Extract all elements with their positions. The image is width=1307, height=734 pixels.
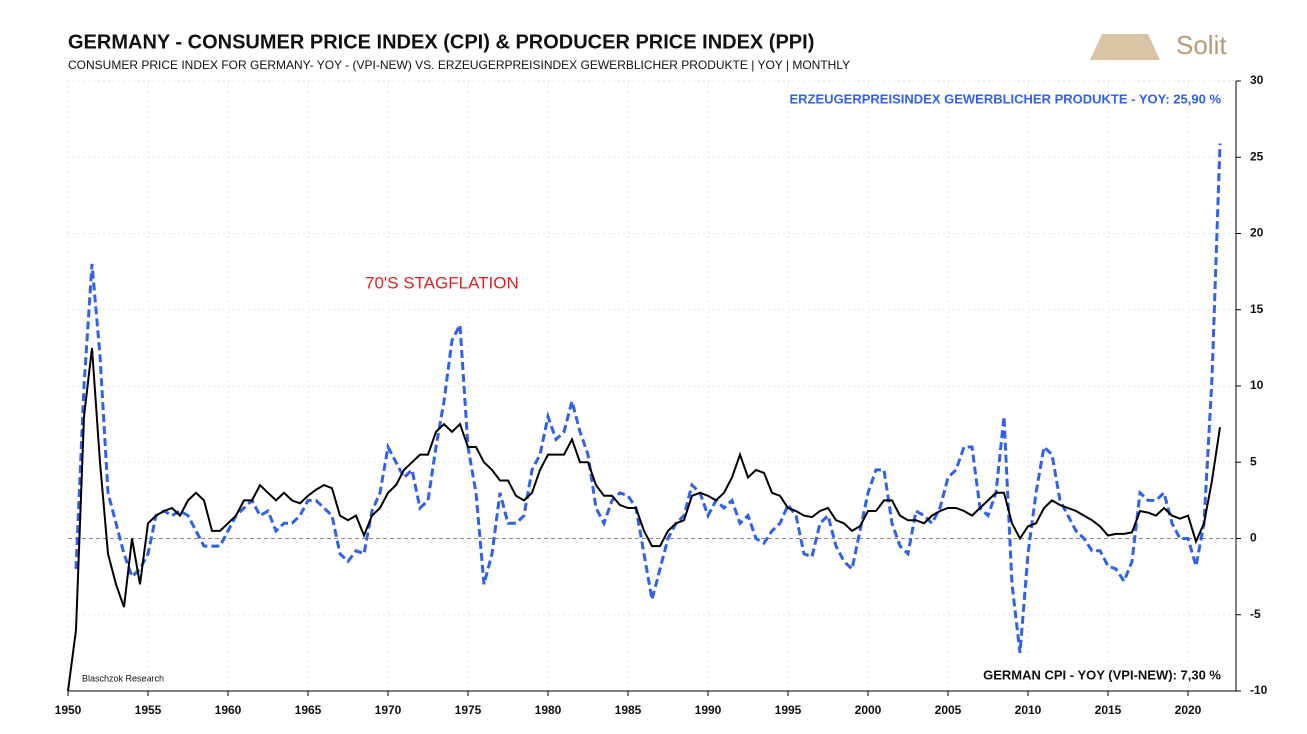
- logo: Solit: [1090, 30, 1227, 60]
- source: Blaschzok Research: [82, 673, 164, 683]
- y-tick-label: 10: [1250, 378, 1264, 392]
- y-tick-label: -10: [1250, 683, 1268, 697]
- y-tick-label: 20: [1250, 226, 1264, 240]
- y-tick-label: 15: [1250, 302, 1264, 316]
- x-tick-label: 2020: [1175, 703, 1202, 717]
- x-tick-label: 2000: [855, 703, 882, 717]
- chart-title: GERMANY - CONSUMER PRICE INDEX (CPI) & P…: [68, 31, 814, 53]
- x-tick-label: 1985: [615, 703, 642, 717]
- series-line: [74, 143, 1222, 654]
- x-tick-label: 2015: [1095, 703, 1122, 717]
- x-tick-label: 1965: [295, 703, 322, 717]
- x-tick-label: 1975: [455, 703, 482, 717]
- x-tick-label: 1970: [375, 703, 402, 717]
- logo-text: Solit: [1176, 30, 1227, 60]
- y-tick-label: 5: [1250, 454, 1257, 468]
- x-tick-label: 1990: [695, 703, 722, 717]
- logo-icon: [1090, 34, 1160, 60]
- x-tick-label: 1955: [135, 703, 162, 717]
- annotation: 70'S STAGFLATION: [365, 273, 519, 292]
- x-tick-label: 1960: [215, 703, 242, 717]
- series-line: [67, 347, 1221, 692]
- y-tick-label: -5: [1250, 607, 1261, 621]
- y-tick-label: 30: [1250, 73, 1264, 87]
- chart-subtitle: CONSUMER PRICE INDEX FOR GERMANY- YOY - …: [68, 58, 850, 72]
- x-tick-label: 1950: [55, 703, 82, 717]
- x-tick-label: 2005: [935, 703, 962, 717]
- x-tick-label: 1980: [535, 703, 562, 717]
- legend-label: GERMAN CPI - YOY (VPI-NEW): 7,30 %: [983, 667, 1221, 682]
- y-tick-label: 0: [1250, 531, 1257, 545]
- x-tick-label: 1995: [775, 703, 802, 717]
- legend-label: ERZEUGERPREISINDEX GEWERBLICHER PRODUKTE…: [790, 91, 1222, 106]
- x-tick-label: 2010: [1015, 703, 1042, 717]
- y-tick-label: 25: [1250, 149, 1264, 163]
